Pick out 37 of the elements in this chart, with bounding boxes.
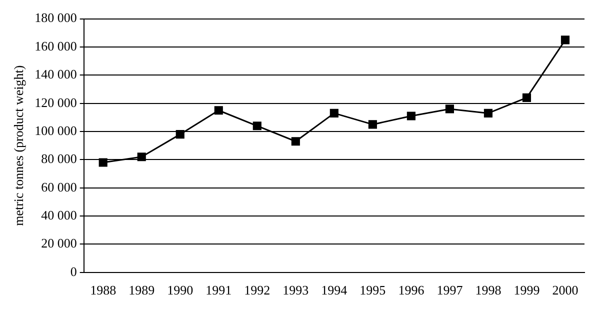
x-tick-label: 1997 [436,282,464,298]
point [176,130,184,139]
y-tick-label: 180 000 [34,10,77,26]
x-tick-label: 1995 [360,282,386,298]
x-tick-label: 1989 [128,282,155,298]
y-tick-label: 160 000 [34,38,77,54]
y-tick-label: 80 000 [41,151,77,166]
x-tick-label: 1991 [206,282,232,298]
x-tick-label: 1998 [475,282,502,298]
point [252,122,262,130]
y-axis-title: metric tonnes (product weight) [11,65,26,226]
point [368,120,377,129]
point [522,93,532,102]
point [484,108,493,118]
point [98,158,108,167]
y-tick-label: 120 000 [34,94,77,110]
x-tick-label: 1993 [282,282,309,298]
x-tick-label: 1996 [398,282,425,298]
x-tick-label: 2000 [552,282,578,298]
x-tick-label: 1999 [514,282,540,298]
point [214,106,223,115]
point [406,112,416,120]
y-tick-label: 60 000 [41,179,77,194]
point [445,104,454,114]
y-tick-label: 140 000 [34,66,77,82]
point [137,152,146,162]
y-tick-label: 0 [70,264,77,279]
point [560,36,570,44]
y-tick-label: 20 000 [41,236,77,251]
point [291,137,300,146]
x-tick-label: 1992 [244,282,270,298]
point [330,108,338,118]
y-tick-label: 100 000 [34,122,77,138]
y-tick-label: 40 000 [41,207,77,222]
x-tick-label: 1990 [167,282,194,298]
x-tick-label: 1994 [321,282,348,298]
x-tick-label: 1988 [90,282,116,298]
